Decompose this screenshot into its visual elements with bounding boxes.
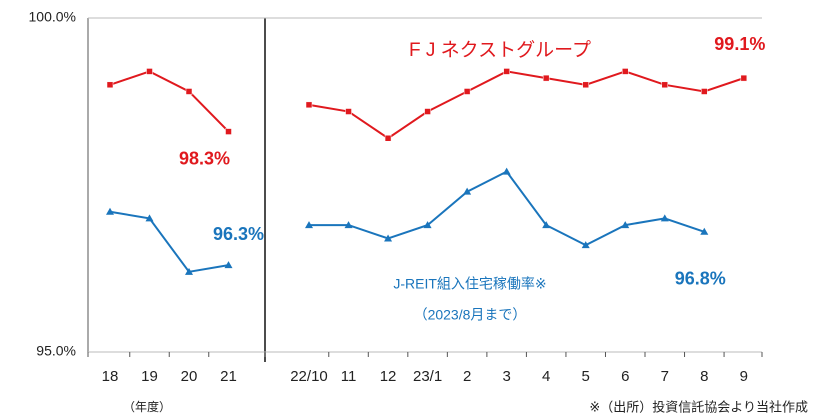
data-label: 98.3% [179,148,230,168]
marker [146,68,153,75]
marker [581,241,590,249]
x-tick-label: 3 [502,368,510,385]
marker [661,81,669,89]
x-tick-label: 6 [621,368,629,385]
marker [305,101,313,109]
legend-label: F J ネクストグループ [409,39,591,61]
series-line [109,210,229,273]
series-line [109,70,230,133]
series-note: （2023/8月まで） [414,307,527,323]
x-tick-label: 8 [700,368,708,385]
marker [185,267,193,275]
y-tick-label: 95.0% [36,343,76,359]
x-tick-label: 2 [463,368,471,385]
marker [305,221,313,229]
source-note: ※（出所）投資信託協会より当社作成 [589,399,808,414]
series-line [309,170,705,247]
marker [384,234,393,242]
marker [621,68,629,75]
data-label: 99.1% [714,34,765,54]
marker [344,221,353,229]
marker [542,74,550,82]
marker [345,108,352,115]
marker [503,68,510,75]
x-axis-label: （年度） [123,399,171,414]
marker [384,134,392,142]
x-tick-label: 18 [102,368,119,385]
x-tick-label: 7 [661,368,669,385]
marker [502,167,511,175]
marker [701,88,708,95]
marker [185,88,193,95]
series-line [308,70,745,140]
data-label: 96.3% [213,224,264,244]
x-tick-label: 21 [220,368,237,385]
marker [582,81,589,89]
legend-label: J-REIT組入住宅稼働率※ [393,276,546,292]
x-tick-label: 4 [542,368,550,385]
marker [542,221,551,229]
marker [463,88,471,95]
marker [106,207,114,215]
x-tick-label: 12 [380,368,397,385]
x-tick-label: 9 [740,368,748,385]
marker [145,214,154,222]
x-tick-label: 11 [341,368,357,385]
x-tick-label: 5 [582,368,590,385]
data-label: 96.8% [675,269,726,289]
marker [621,221,630,229]
marker [700,227,709,235]
marker [463,187,472,195]
y-tick-label: 100.0% [29,9,76,25]
x-tick-label: 19 [141,368,158,385]
marker [225,128,232,135]
x-tick-label: 20 [181,368,198,385]
marker [423,221,432,229]
marker [660,214,669,222]
x-tick-label: 23/1 [413,368,442,385]
marker [740,74,748,82]
marker [106,81,114,89]
marker [224,261,233,269]
marker [424,108,431,115]
x-tick-label: 22/10 [290,368,328,385]
